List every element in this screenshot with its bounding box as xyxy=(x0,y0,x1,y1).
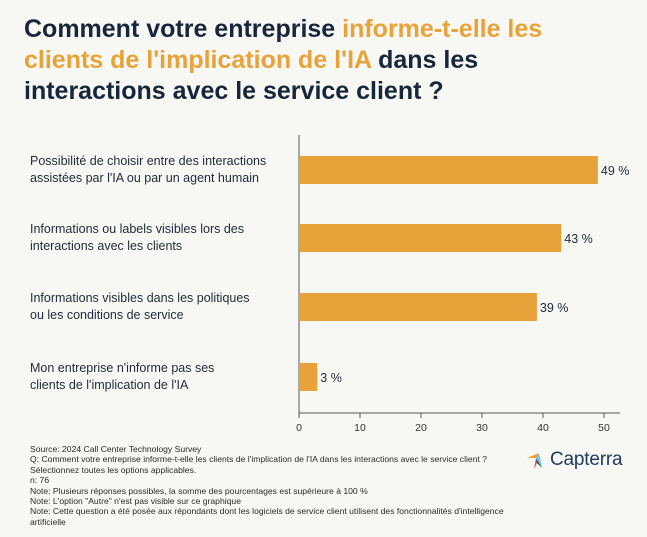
bar xyxy=(299,363,318,391)
category-label-line: assistées par l'IA ou par un agent humai… xyxy=(30,171,259,185)
category-label: Informations ou labels visibles lors des… xyxy=(30,221,295,255)
category-label-line: ou les conditions de service xyxy=(30,308,184,322)
footer-note-2: Note: L'option "Autre" n'est pas visible… xyxy=(30,496,241,507)
category-label-line: interactions avec les clients xyxy=(30,239,183,253)
footer-note-3: Note: Cette question a été posée aux rép… xyxy=(30,506,504,527)
category-label-line: Possibilité de choisir entre des interac… xyxy=(30,154,267,168)
category-label-line: Informations ou labels visibles lors des xyxy=(30,222,244,236)
x-tick-label: 10 xyxy=(354,422,366,434)
footer-sample-size: n: 76 xyxy=(30,475,50,486)
x-tick-label: 40 xyxy=(537,422,549,434)
footer-source: Source: 2024 Call Center Technology Surv… xyxy=(30,444,202,454)
bar xyxy=(299,156,598,184)
title-highlight: informe-t-elle les clients de l'implicat… xyxy=(24,15,543,74)
title-part-1: Comment votre entreprise xyxy=(24,15,343,43)
capterra-arrow-icon xyxy=(527,453,542,469)
category-label-line: clients de l'implication de l'IA xyxy=(30,378,189,392)
capterra-logo: Capterra xyxy=(526,449,623,471)
category-label: Informations visibles dans les politique… xyxy=(30,290,295,324)
x-tick-label: 20 xyxy=(415,422,427,434)
x-tick-label: 30 xyxy=(476,422,488,434)
x-tick-label: 50 xyxy=(598,422,610,434)
category-label-line: Mon entreprise n'informe pas ses xyxy=(30,361,215,375)
bar-value-label: 39 % xyxy=(540,301,569,315)
chart-title: Comment votre entreprise informe-t-elle … xyxy=(24,14,624,107)
category-label: Mon entreprise n'informe pas ses clients … xyxy=(30,360,295,394)
capterra-logo-text: Capterra xyxy=(550,449,623,470)
bar-value-label: 3 % xyxy=(320,371,342,385)
bar xyxy=(299,224,562,252)
bar-chart: 0 10 20 30 40 50 49 % 43 % 39 % 3 % xyxy=(296,135,630,434)
bar-value-label: 43 % xyxy=(564,232,593,246)
title-part-2: dans les interactions avec le service cl… xyxy=(24,46,479,105)
bar-value-label: 49 % xyxy=(601,164,630,178)
footer-question: Q: Comment votre entreprise informe-t-el… xyxy=(30,454,488,475)
chart-footer: Source: 2024 Call Center Technology Surv… xyxy=(30,444,520,527)
category-label-line: Informations visibles dans les politique… xyxy=(30,291,250,305)
footer-note-1: Note: Plusieurs réponses possibles, la s… xyxy=(30,485,368,496)
bar xyxy=(299,293,537,321)
category-label: Possibilité de choisir entre des interac… xyxy=(30,153,295,187)
x-tick-label: 0 xyxy=(296,422,302,434)
